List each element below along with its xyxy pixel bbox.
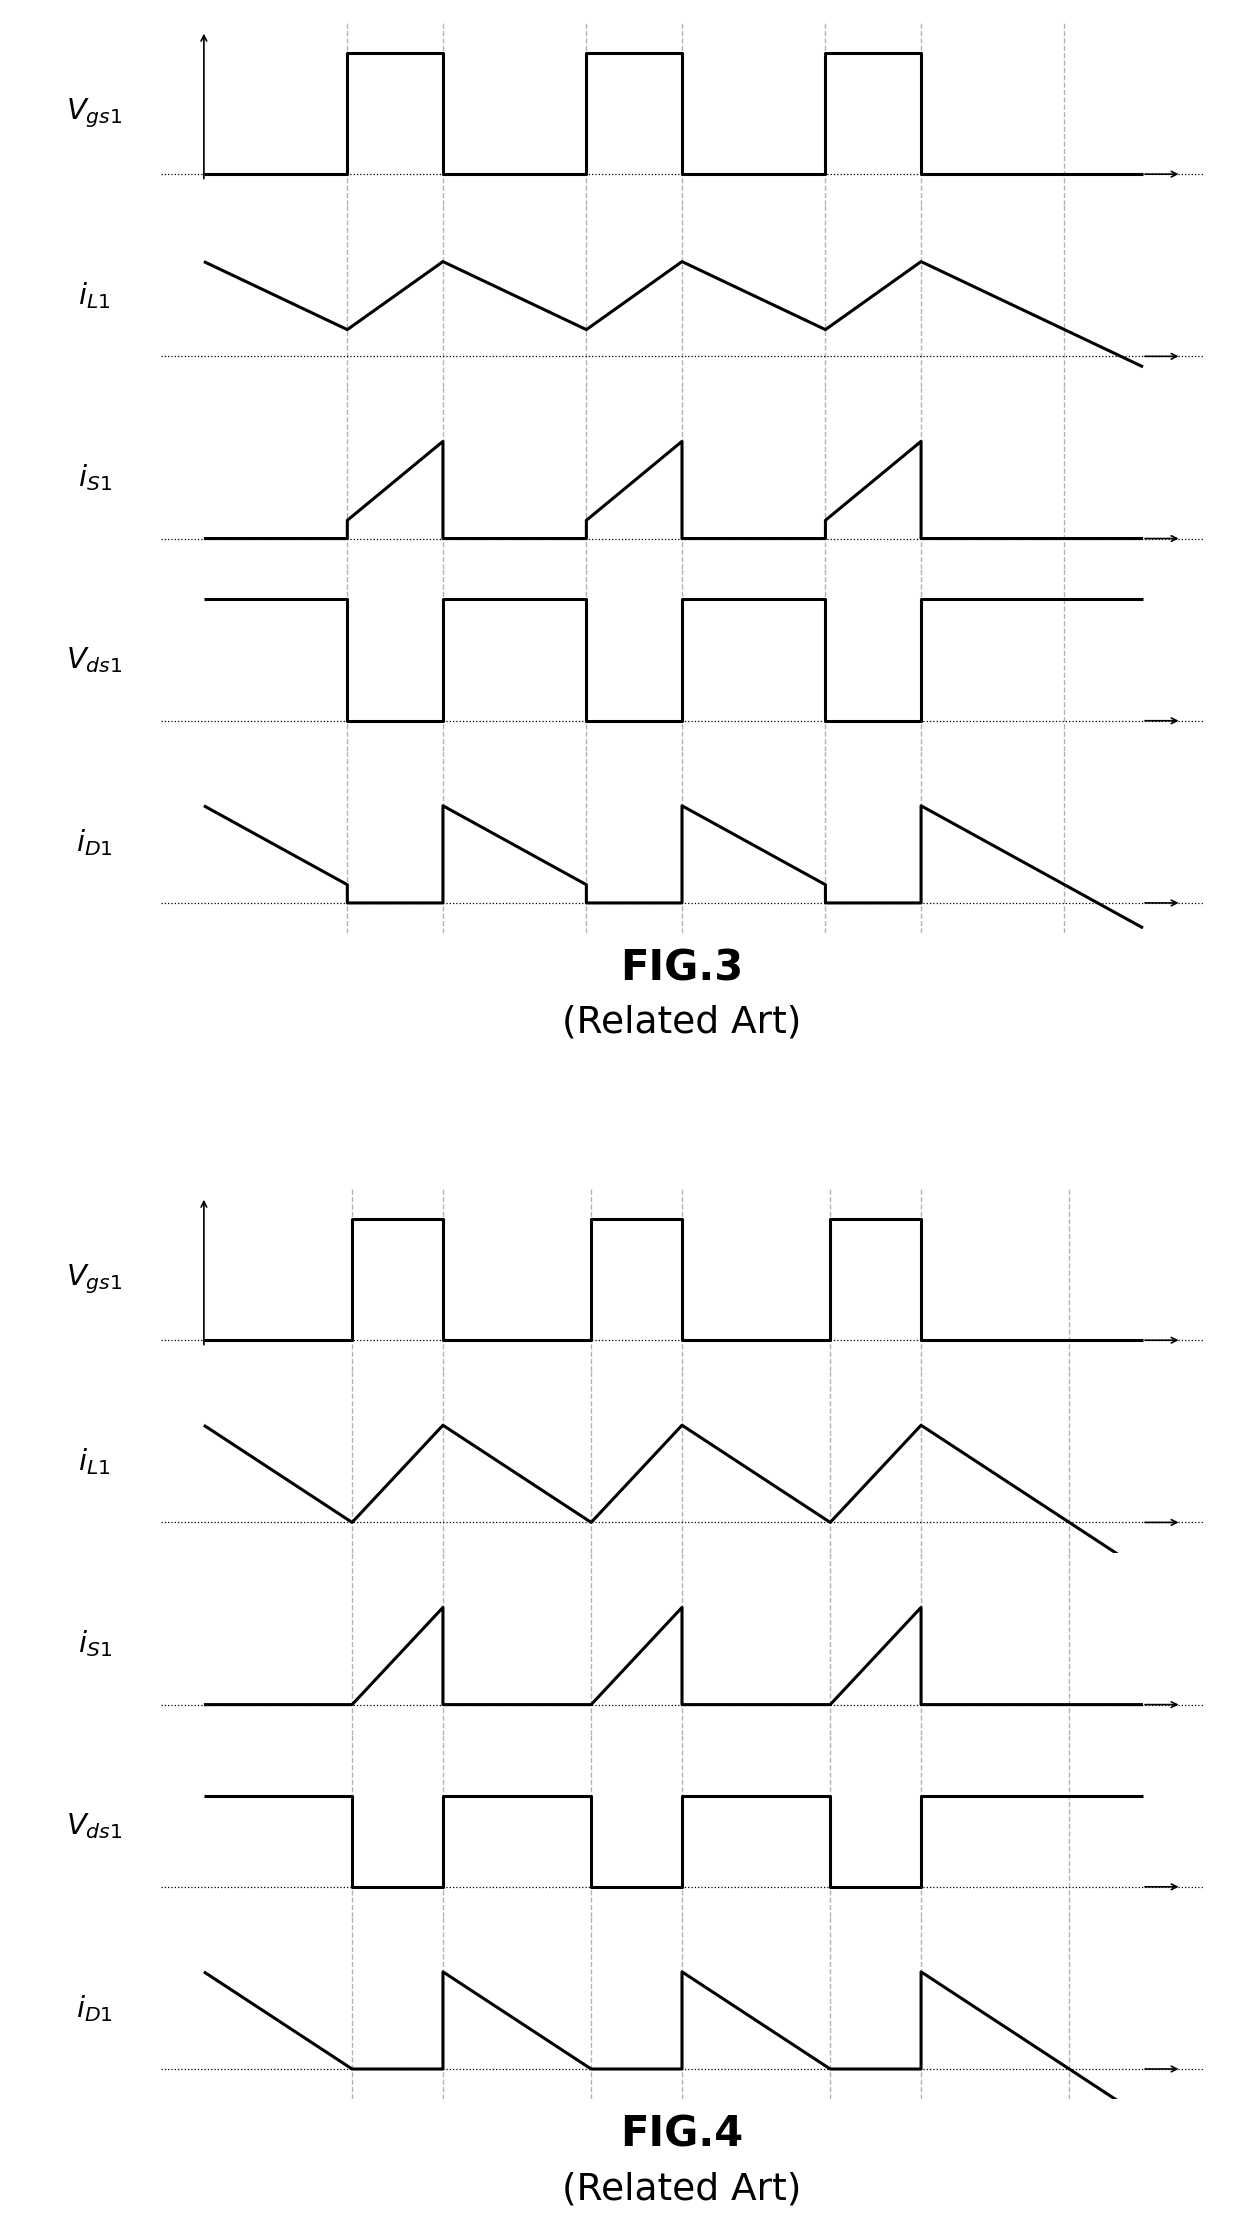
Y-axis label: $i_{D1}$: $i_{D1}$ (76, 828, 113, 857)
Y-axis label: $V_{gs1}$: $V_{gs1}$ (66, 96, 123, 129)
Y-axis label: $i_{S1}$: $i_{S1}$ (78, 462, 112, 493)
Text: FIG.4: FIG.4 (620, 2113, 744, 2155)
Y-axis label: $i_{L1}$: $i_{L1}$ (78, 1446, 110, 1477)
Y-axis label: $i_{L1}$: $i_{L1}$ (78, 281, 110, 310)
Text: FIG.3: FIG.3 (620, 948, 744, 988)
Text: (Related Art): (Related Art) (562, 2171, 802, 2206)
Y-axis label: $V_{ds1}$: $V_{ds1}$ (66, 645, 123, 676)
Y-axis label: $i_{D1}$: $i_{D1}$ (76, 1992, 113, 2024)
Y-axis label: $V_{ds1}$: $V_{ds1}$ (66, 1812, 123, 1841)
Text: (Related Art): (Related Art) (562, 1004, 802, 1042)
Y-axis label: $i_{S1}$: $i_{S1}$ (78, 1629, 112, 1660)
Y-axis label: $V_{gs1}$: $V_{gs1}$ (66, 1263, 123, 1296)
